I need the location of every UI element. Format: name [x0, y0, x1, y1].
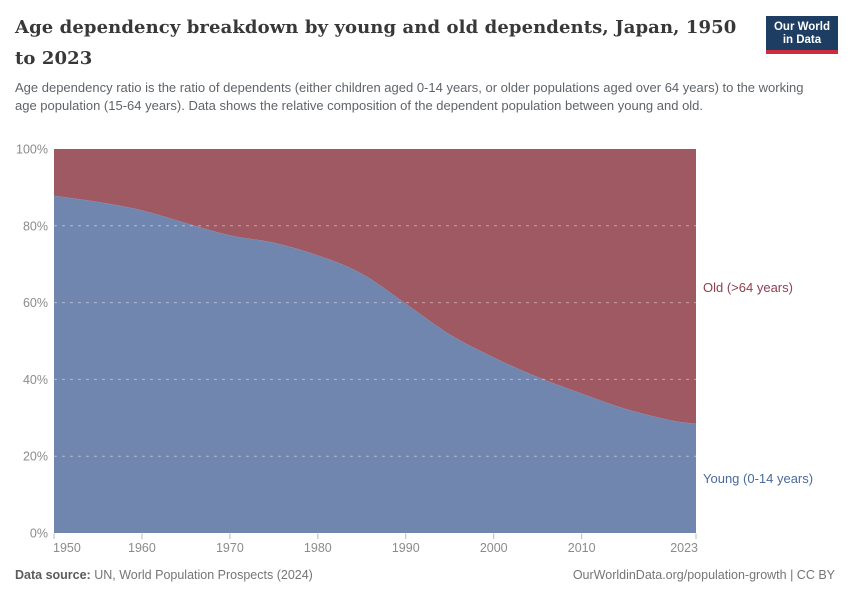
chart-subtitle: Age dependency ratio is the ratio of dep… — [15, 80, 804, 113]
y-axis-label: 0% — [30, 527, 48, 541]
series-label-young: Young (0-14 years) — [703, 471, 814, 486]
x-axis-label: 1980 — [304, 541, 332, 555]
x-axis-label: 1970 — [216, 541, 244, 555]
x-axis-label: 1990 — [392, 541, 420, 555]
y-axis-label: 20% — [23, 450, 48, 464]
data-source: Data source: UN, World Population Prospe… — [15, 568, 313, 582]
x-axis-label: 1960 — [128, 541, 156, 555]
young-area — [54, 195, 696, 534]
y-axis-label: 60% — [23, 296, 48, 310]
owid-logo[interactable]: Our World in Data — [765, 16, 838, 54]
old-area — [54, 149, 696, 424]
series-label-old: Old (>64 years) — [703, 280, 793, 295]
y-axis-label: 40% — [23, 373, 48, 387]
data-source-label: Data source: — [15, 568, 91, 582]
x-axis-label: 2010 — [568, 541, 596, 555]
data-source-text: UN, World Population Prospects (2024) — [94, 568, 313, 582]
y-axis-label: 80% — [23, 219, 48, 233]
x-axis-label: 2023 — [670, 541, 698, 555]
x-axis-label: 1950 — [53, 541, 81, 555]
logo-line-2: in Data — [782, 34, 822, 46]
x-axis-label: 2000 — [480, 541, 508, 555]
page-title: Age dependency breakdown by young and ol… — [15, 17, 737, 69]
attribution-link[interactable]: OurWorldinData.org/population-growth | C… — [572, 568, 835, 582]
y-axis-label: 100% — [16, 143, 48, 157]
chart-footer: Data source: UN, World Population Prospe… — [15, 568, 835, 582]
logo-line-1: Our World — [773, 21, 830, 33]
